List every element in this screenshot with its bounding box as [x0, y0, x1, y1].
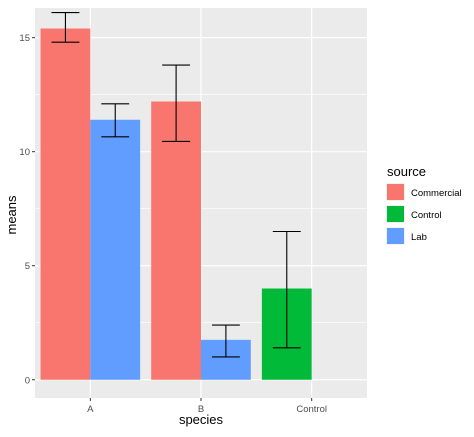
bar-commercial-a	[40, 28, 91, 380]
y-tick-label: 0	[25, 375, 30, 386]
bar-lab-a	[90, 119, 141, 380]
x-axis-title: species	[179, 412, 224, 427]
x-tick-label: B	[198, 404, 204, 415]
legend-swatch-commercial	[387, 184, 404, 200]
legend-swatch-lab	[387, 228, 404, 244]
legend: source Commercial Control Lab	[386, 164, 462, 245]
bars	[40, 28, 312, 380]
x-tick-label: Control	[296, 404, 327, 415]
y-tick-label: 10	[19, 147, 30, 158]
legend-swatch-control	[387, 206, 404, 222]
legend-items: Commercial Control Lab	[386, 183, 462, 245]
y-axis-title: means	[4, 195, 19, 235]
bar-commercial-b	[151, 101, 201, 380]
legend-label-commercial: Commercial	[411, 188, 462, 199]
error-bars	[51, 12, 301, 358]
y-tick-label: 15	[19, 33, 30, 44]
axes: 0 5 10 15 A B Control	[19, 33, 327, 415]
x-tick-label: A	[87, 404, 94, 415]
legend-label-control: Control	[411, 210, 442, 221]
legend-label-lab: Lab	[411, 232, 427, 243]
legend-title: source	[387, 164, 426, 179]
y-tick-label: 5	[25, 261, 30, 272]
